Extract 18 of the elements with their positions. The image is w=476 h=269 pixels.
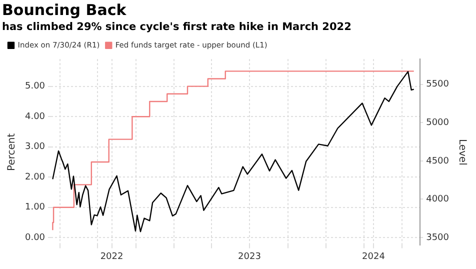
chart-subtitle: has climbed 29% since cycle's first rate hike in March 2022	[2, 21, 352, 34]
y2-axis-title: Level	[456, 138, 468, 166]
chart-title: Bouncing Back	[2, 0, 128, 19]
x-tick-label: 2024	[362, 252, 386, 262]
x-tick-label: 2022	[100, 252, 124, 262]
y2-tick-label: 4500	[426, 156, 450, 166]
y-tick-label: 2.00	[24, 172, 46, 182]
y2-tick-label: 5000	[426, 118, 450, 128]
y2-tick-label: 3500	[426, 232, 450, 243]
x-tick-label: 2023	[238, 252, 261, 262]
y2-tick-label: 4000	[426, 194, 450, 205]
y2-tick-label: 5500	[426, 80, 450, 90]
y-tick-label: 1.00	[24, 202, 46, 213]
y-tick-label: 4.00	[24, 112, 46, 122]
y-axis-title: Percent	[6, 133, 18, 171]
y-tick-label: 0.00	[24, 232, 46, 243]
y-tick-label: 5.00	[24, 82, 46, 92]
y-tick-label: 3.00	[24, 142, 46, 152]
